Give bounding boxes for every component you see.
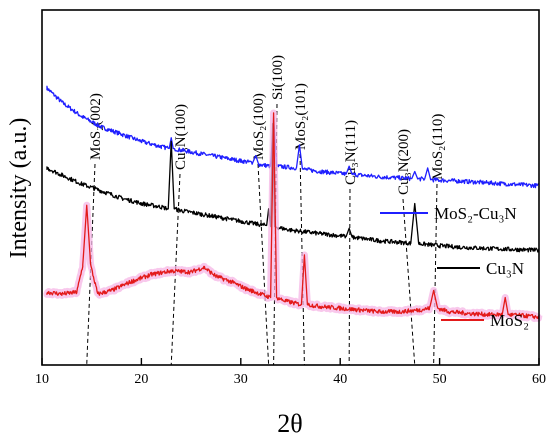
legend-label: MoS₂-Cu₃N xyxy=(434,204,517,223)
x-tick-label: 50 xyxy=(433,372,447,387)
plot-frame xyxy=(41,9,540,366)
x-tick-label: 20 xyxy=(134,372,148,387)
peak-guide-line xyxy=(170,173,181,366)
series-line-1 xyxy=(46,122,540,253)
peak-guide-line xyxy=(433,183,438,366)
peak-label: Cu₃N(100) xyxy=(173,104,189,170)
series-lines xyxy=(43,85,543,323)
series-line-2 xyxy=(46,112,540,320)
series-line-0 xyxy=(46,85,540,189)
peak-annotations: MoS₂(002) Cu₃N(100) MoS₂(100)Si(100) MoS₂(1… xyxy=(86,55,446,366)
peak-label: Si(100) xyxy=(270,55,286,100)
x-tick-label: 40 xyxy=(333,372,347,387)
peak-label: Cu₃N(200) xyxy=(396,129,412,195)
x-axis-ticks: 10 20 30 40 50 60 xyxy=(35,358,546,387)
peak-label: MoS₂(100) xyxy=(251,93,267,160)
x-tick-label: 60 xyxy=(532,372,546,387)
legend-label: MoS₂ xyxy=(490,311,529,330)
x-axis-label: 2θ xyxy=(277,409,302,438)
peak-label: MoS₂(110) xyxy=(430,114,446,180)
legend: MoS₂-Cu₃N Cu₃N MoS₂ xyxy=(380,204,529,330)
peak-label: MoS₂(002) xyxy=(88,93,104,160)
x-tick-label: 10 xyxy=(35,372,49,387)
legend-label: Cu₃N xyxy=(486,259,524,278)
peak-label: Cu₃N(111) xyxy=(343,120,359,185)
peak-label: MoS₂(101) xyxy=(293,83,309,150)
y-axis-label: Intensity (a.u.) xyxy=(6,118,32,259)
peak-guide-line xyxy=(257,163,270,366)
x-tick-label: 30 xyxy=(234,372,248,387)
peak-guide-line xyxy=(348,188,351,366)
